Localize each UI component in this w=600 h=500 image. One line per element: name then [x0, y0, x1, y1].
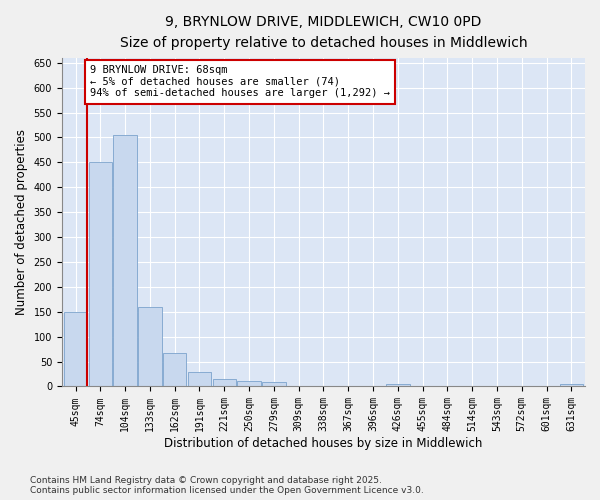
Bar [212, 380, 236, 386]
Bar [262, 382, 286, 386]
Text: 9 BRYNLOW DRIVE: 68sqm
← 5% of detached houses are smaller (74)
94% of semi-deta: 9 BRYNLOW DRIVE: 68sqm ← 5% of detached … [90, 65, 390, 98]
Bar [163, 352, 187, 386]
Title: 9, BRYNLOW DRIVE, MIDDLEWICH, CW10 0PD
Size of property relative to detached hou: 9, BRYNLOW DRIVE, MIDDLEWICH, CW10 0PD S… [119, 15, 527, 50]
X-axis label: Distribution of detached houses by size in Middlewich: Distribution of detached houses by size … [164, 437, 482, 450]
Bar [560, 384, 583, 386]
Y-axis label: Number of detached properties: Number of detached properties [15, 129, 28, 315]
Bar [113, 135, 137, 386]
Bar [138, 307, 161, 386]
Bar [238, 382, 261, 386]
Bar [386, 384, 410, 386]
Bar [64, 312, 88, 386]
Text: Contains HM Land Registry data © Crown copyright and database right 2025.
Contai: Contains HM Land Registry data © Crown c… [30, 476, 424, 495]
Bar [89, 162, 112, 386]
Bar [188, 372, 211, 386]
